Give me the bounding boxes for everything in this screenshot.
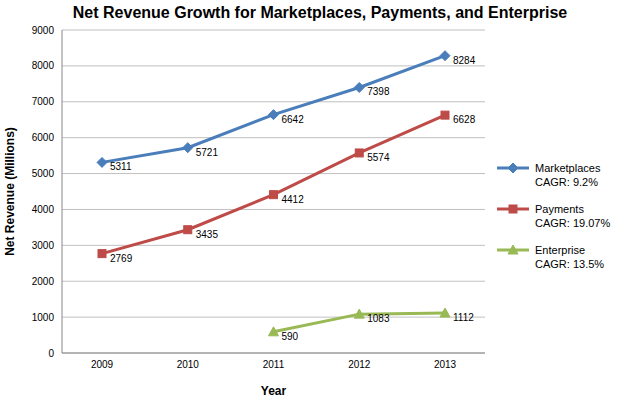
svg-text:3000: 3000 (32, 240, 55, 251)
html-text:Marketplaces: Marketplaces (535, 162, 601, 174)
svg-text:9000: 9000 (32, 25, 55, 36)
svg-text:8284: 8284 (453, 55, 476, 66)
svg-text:1112: 1112 (453, 312, 474, 323)
svg-text:5000: 5000 (32, 168, 55, 179)
svg-text:2012: 2012 (348, 359, 371, 370)
svg-text:4412: 4412 (282, 194, 305, 205)
html-text:CAGR: 13.5%: CAGR: 13.5% (535, 258, 605, 270)
html-text:Enterprise: Enterprise (535, 244, 586, 256)
svg-text:3435: 3435 (196, 229, 219, 240)
svg-text:2009: 2009 (91, 359, 114, 370)
svg-text:2000: 2000 (32, 276, 55, 287)
svg-text:590: 590 (282, 331, 299, 342)
svg-text:2011: 2011 (263, 359, 285, 370)
svg-text:0: 0 (48, 348, 54, 359)
svg-text:6000: 6000 (32, 132, 55, 143)
svg-text:1000: 1000 (32, 312, 55, 323)
svg-text:7398: 7398 (367, 86, 390, 97)
html-text:CAGR: 19.07%: CAGR: 19.07% (535, 217, 611, 229)
html-text:Net Revenue Growth for Marketp: Net Revenue Growth for Marketplaces, Pay… (72, 4, 568, 21)
svg-text:5721: 5721 (196, 147, 219, 158)
svg-text:7000: 7000 (32, 96, 55, 107)
svg-text:6628: 6628 (453, 114, 476, 125)
svg-text:5311: 5311 (110, 161, 132, 172)
svg-text:Net Revenue (Millions): Net Revenue (Millions) (8, 127, 17, 256)
html-text:Payments: Payments (535, 203, 584, 215)
svg-text:2013: 2013 (434, 359, 457, 370)
svg-text:Year: Year (261, 384, 287, 398)
svg-text:4000: 4000 (32, 204, 55, 215)
svg-text:1083: 1083 (367, 313, 390, 324)
svg-text:8000: 8000 (32, 60, 55, 71)
html-text:CAGR: 9.2%: CAGR: 9.2% (535, 176, 598, 188)
svg-text:6642: 6642 (282, 114, 305, 125)
svg-text:5574: 5574 (367, 152, 390, 163)
svg-text:2769: 2769 (110, 253, 133, 264)
svg-text:2010: 2010 (177, 359, 200, 370)
